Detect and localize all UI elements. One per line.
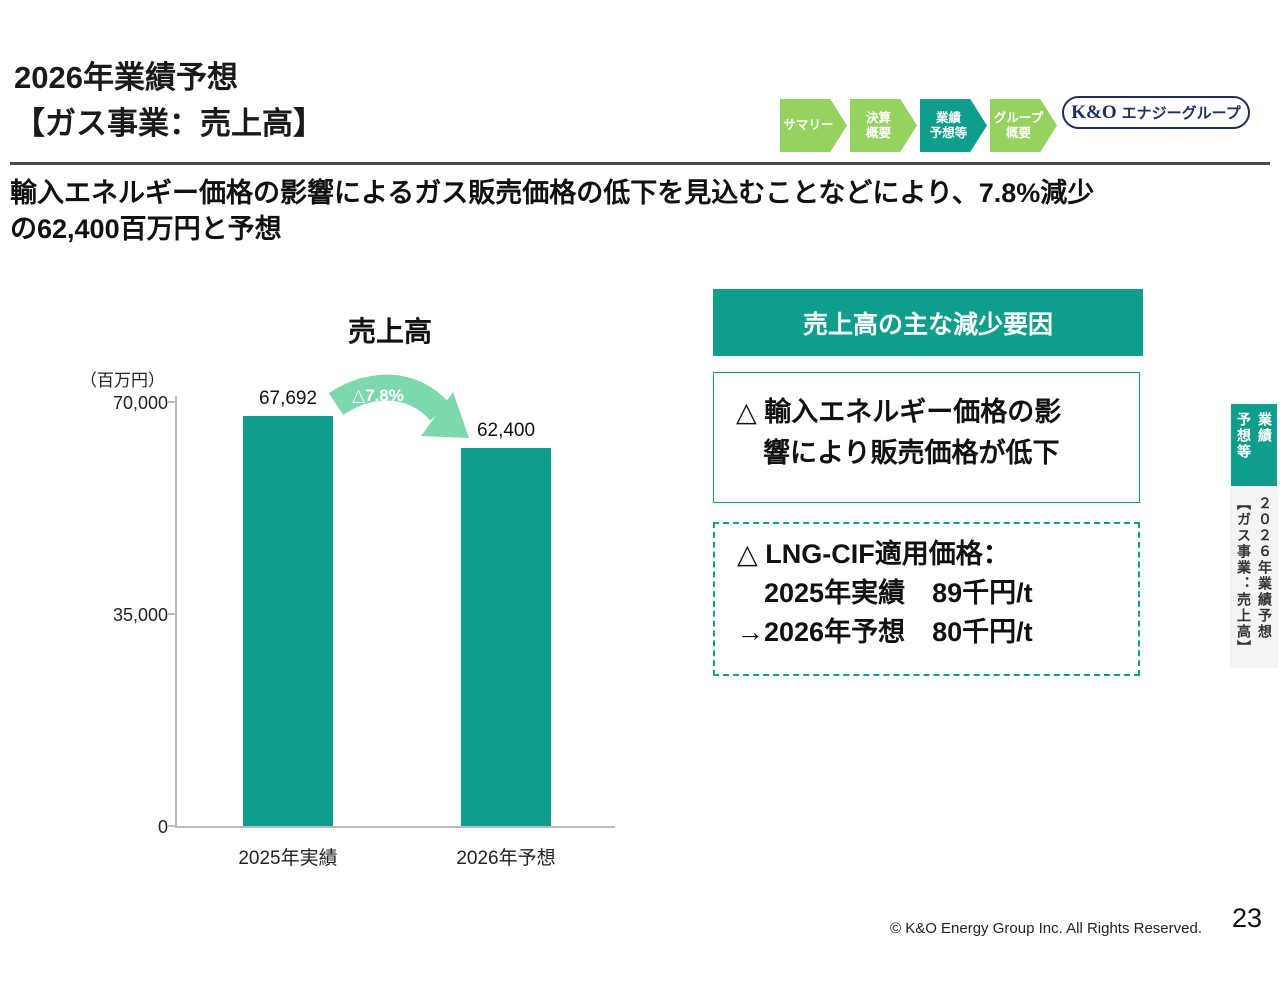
side-tab-title-col-right: ２０２６年業績予想 [1257, 496, 1273, 640]
bar-2026年予想 [461, 448, 551, 826]
decrease-arrow-icon [328, 374, 469, 438]
nav-tab-financial-overview[interactable]: 決算 概要 [850, 99, 917, 152]
copyright-text: © K&O Energy Group Inc. All Rights Reser… [889, 920, 1202, 937]
side-tab-section-box: 予想等 業績 [1231, 404, 1277, 486]
nav-tab-forecast[interactable]: 業績 予想等 [920, 99, 987, 152]
side-tab-section-col-right: 業績 [1257, 412, 1273, 444]
page-title-line1: 2026年業績予想 [14, 60, 238, 95]
bar-value-label: 67,692 [258, 387, 318, 409]
y-tick-label: 70,000 [112, 393, 168, 413]
decrease-arrow: △7.8% [328, 370, 483, 460]
category-label: 2025年実績 [238, 848, 338, 869]
logo-name-text: エナジーグループ [1121, 105, 1241, 122]
lead-statement: 輸入エネルギー価格の影響によるガス販売価格の低下を見込むことなどにより、7.8%… [10, 178, 1095, 244]
chart-title: 売上高 [347, 316, 432, 347]
page-number: 23 [1231, 903, 1262, 933]
side-tab-title-col-left: 【ガス事業：売上高】 [1236, 496, 1252, 656]
side-tab-title-box: 【ガス事業：売上高】 ２０２６年業績予想 [1231, 486, 1277, 666]
y-tick-mark [168, 613, 177, 615]
bar-2025年実績 [243, 415, 333, 826]
decrease-percent-label: △7.8% [352, 386, 404, 405]
chart-unit-label: （百万円） [80, 371, 165, 390]
section-nav: サマリー 決算 概要 業績 予想等 グループ 概要 [780, 99, 1057, 152]
factors-header: 売上高の主な減少要因 [713, 289, 1143, 356]
factor-box-lng-cif: △ LNG-CIF適用価格： 2025年実績 89千円/t →2026年予想 8… [713, 522, 1140, 676]
side-tab-section-col-left: 予想等 [1236, 412, 1252, 460]
company-logo: K&O エナジーグループ [1062, 96, 1250, 129]
bar-value-label: 62,400 [476, 420, 536, 442]
plot-area: 0 35,000 70,000 67,692 2025年実績 62,400 2026年予想 [113, 388, 615, 869]
header-divider [10, 162, 1270, 165]
y-tick-label: 35,000 [112, 605, 168, 625]
factor-box-price-decline: △ 輸入エネルギー価格の影 響により販売価格が低下 [713, 372, 1140, 503]
page-title-line2: 【ガス事業：売上高】 [14, 106, 324, 141]
logo-brand-text: K&O [1071, 101, 1117, 123]
side-section-tab: 予想等 業績 【ガス事業：売上高】 ２０２６年業績予想 [1230, 402, 1278, 668]
nav-tab-group-overview[interactable]: グループ 概要 [990, 99, 1057, 152]
y-tick-mark [168, 401, 177, 403]
nav-tab-summary[interactable]: サマリー [780, 99, 847, 152]
category-label: 2026年予想 [456, 848, 556, 869]
y-tick-mark [168, 825, 177, 827]
y-tick-label: 0 [157, 817, 168, 837]
